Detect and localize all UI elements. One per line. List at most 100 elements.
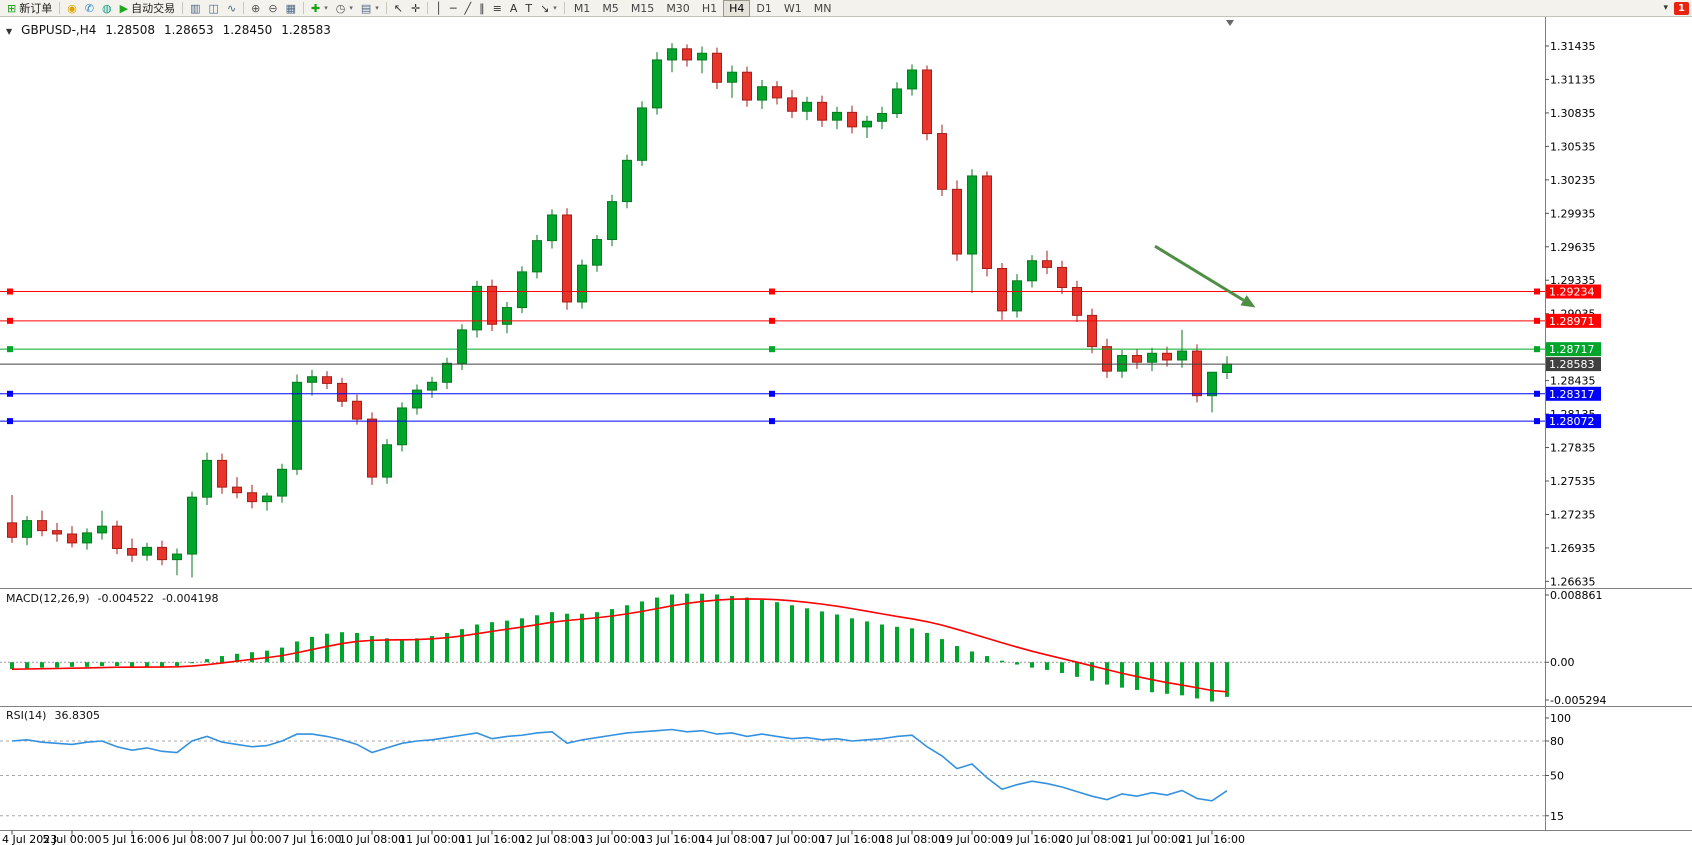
candlestick-chart-button[interactable]: ◫	[205, 1, 223, 16]
fibonacci-button[interactable]: ≡	[489, 1, 506, 16]
bar-chart-button[interactable]: ▥	[186, 1, 204, 16]
line-handle[interactable]	[1534, 390, 1540, 397]
timeframe-MN[interactable]: MN	[813, 1, 832, 15]
line-handle[interactable]	[7, 346, 13, 353]
arrow-object[interactable]	[1154, 244, 1245, 302]
line-handle[interactable]	[1534, 317, 1540, 324]
news-badge[interactable]: 1	[1674, 1, 1689, 15]
macd-histogram-bar	[865, 621, 869, 663]
timeframe-M5[interactable]: M5	[602, 1, 619, 15]
arrows-button[interactable]: ↘ ▾	[536, 1, 561, 16]
price-badge	[1546, 386, 1601, 401]
toolbar-overflow-icon[interactable]: ▾	[1663, 3, 1668, 13]
new-order-button[interactable]: ⊞ 新订单	[3, 1, 56, 16]
trendline-button[interactable]: ╱	[460, 1, 475, 16]
macd-histogram-bar	[100, 662, 104, 667]
macd-histogram-bar	[460, 629, 464, 663]
candle	[1162, 352, 1172, 361]
price-tick-label: 1.27835	[1550, 442, 1596, 455]
rsi-header: RSI(14) 36.8305	[6, 709, 100, 722]
channel-button[interactable]: ∥	[475, 1, 489, 16]
chart-canvas[interactable]: 1.31435 1.31135 1.30835 1.30535 1.30235 1.299…	[0, 17, 1692, 845]
mobile-app-icon: ✆	[84, 1, 95, 15]
time-label: 21 Jul 00:00	[1119, 833, 1185, 845]
line-handle[interactable]	[1534, 288, 1540, 295]
price-tick-label: 1.31435	[1550, 40, 1596, 53]
toolbar-separator	[182, 2, 184, 14]
line-handle[interactable]	[769, 390, 775, 397]
zoom-out-button[interactable]: ⊖	[264, 1, 281, 16]
ohlc-open: 1.28508	[105, 23, 155, 37]
line-handle[interactable]	[1534, 418, 1540, 425]
autotrade-button[interactable]: ▶ 自动交易	[116, 1, 179, 16]
periods-button[interactable]: ◷ ▾	[332, 1, 357, 16]
timeframe-M1[interactable]: M1	[573, 1, 591, 15]
macd-histogram-bar	[505, 620, 509, 663]
templates-button[interactable]: ▤ ▾	[357, 1, 383, 16]
candle	[37, 520, 47, 532]
timeframe-D1[interactable]: D1	[756, 1, 772, 15]
line-handle[interactable]	[1534, 346, 1540, 353]
toolbar-separator	[385, 2, 387, 14]
candle	[97, 525, 107, 534]
timeframe-M30[interactable]: M30	[666, 1, 690, 15]
macd-histogram-bar	[1195, 662, 1199, 699]
timeframe-W1[interactable]: W1	[783, 1, 802, 15]
chart-dropdown-icon[interactable]: ▼	[6, 27, 13, 36]
candle	[937, 133, 947, 190]
horizontal-line-button[interactable]: ─	[446, 1, 461, 16]
rsi-tick-label: 80	[1550, 735, 1564, 748]
line-chart-button[interactable]: ∿	[223, 1, 240, 16]
macd-histogram-bar	[805, 608, 809, 663]
macd-histogram-bar	[655, 597, 659, 663]
line-handle[interactable]	[7, 418, 13, 425]
candle	[517, 271, 527, 309]
line-handle[interactable]	[769, 317, 775, 324]
crosshair-button[interactable]: ✛	[407, 1, 424, 16]
macd-histogram-bar	[565, 613, 569, 663]
zoom-in-button[interactable]: ⊕	[247, 1, 264, 16]
line-handle[interactable]	[7, 390, 13, 397]
price-badge-label: 1.28717	[1549, 343, 1595, 356]
timeframe-H4[interactable]: H4	[723, 0, 751, 17]
macd-histogram-bar	[1015, 662, 1019, 665]
macd-histogram-bar	[850, 618, 854, 663]
candle	[322, 376, 332, 384]
macd-histogram-bar	[160, 662, 164, 667]
bar-chart-icon: ▥	[190, 1, 201, 15]
timeframe-H1[interactable]: H1	[701, 1, 718, 15]
macd-histogram-bar	[970, 651, 974, 663]
mobile-app-button[interactable]: ✆	[81, 1, 98, 16]
candle	[817, 101, 827, 121]
periods-icon: ◷	[335, 1, 346, 15]
time-label: 21 Jul 16:00	[1179, 833, 1245, 845]
indicators-button[interactable]: ✚ ▾	[307, 1, 332, 16]
price-badge-label: 1.29234	[1549, 285, 1595, 298]
signals-button[interactable]: ◍	[98, 1, 116, 16]
text-button[interactable]: A	[506, 1, 522, 16]
timeframe-M15[interactable]: M15	[630, 1, 655, 15]
macd-histogram-bar	[685, 593, 689, 663]
line-handle[interactable]	[769, 346, 775, 353]
candle	[1087, 314, 1097, 348]
candle	[907, 69, 917, 90]
vertical-line-button[interactable]: │	[431, 1, 446, 16]
toolbar-separator	[563, 2, 565, 14]
line-handle[interactable]	[7, 288, 13, 295]
cursor-icon: ↖	[393, 1, 403, 15]
macd-histogram-bar	[265, 650, 269, 663]
line-handle[interactable]	[769, 288, 775, 295]
macd-histogram-bar	[355, 632, 359, 663]
line-handle[interactable]	[769, 418, 775, 425]
macd-histogram-bar	[10, 662, 14, 670]
price-tick-label: 1.27535	[1550, 475, 1596, 488]
tile-windows-button[interactable]: ▦	[282, 1, 300, 16]
candle	[892, 88, 902, 114]
macd-histogram-bar	[580, 613, 584, 663]
text-label-button[interactable]: T	[521, 1, 536, 16]
rsi-label: RSI(14)	[6, 709, 47, 722]
mql5-community-button[interactable]: ◉	[63, 1, 81, 16]
line-handle[interactable]	[7, 317, 13, 324]
macd-label: MACD(12,26,9)	[6, 592, 90, 605]
cursor-button[interactable]: ↖	[390, 1, 407, 16]
